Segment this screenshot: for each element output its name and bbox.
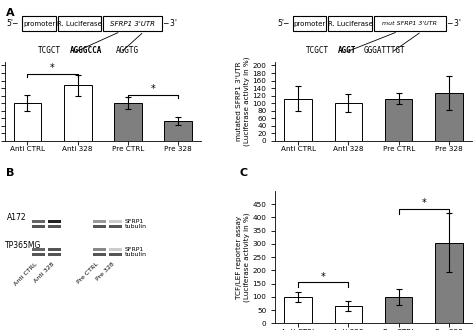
FancyBboxPatch shape (103, 16, 162, 31)
FancyBboxPatch shape (328, 16, 372, 31)
FancyBboxPatch shape (293, 16, 327, 31)
FancyBboxPatch shape (32, 225, 45, 228)
Bar (335, 306, 362, 323)
Bar (14, 103, 41, 141)
FancyBboxPatch shape (32, 220, 45, 223)
Text: R. Luciferase: R. Luciferase (57, 21, 102, 27)
Bar (435, 93, 463, 141)
Text: SFRP1: SFRP1 (125, 247, 144, 251)
FancyBboxPatch shape (48, 248, 61, 250)
FancyBboxPatch shape (109, 225, 122, 228)
FancyBboxPatch shape (32, 253, 45, 256)
Bar (284, 99, 312, 141)
Text: mut SFRP1 3'UTR: mut SFRP1 3'UTR (383, 21, 438, 26)
Text: A172: A172 (7, 213, 27, 222)
Text: GGGATTТGT: GGGATTТGT (364, 46, 405, 55)
Text: SFRP1 3'UTR: SFRP1 3'UTR (110, 21, 155, 27)
FancyBboxPatch shape (109, 220, 122, 223)
FancyBboxPatch shape (93, 225, 106, 228)
Text: ─ 3': ─ 3' (163, 19, 177, 28)
Bar (284, 297, 312, 323)
FancyBboxPatch shape (22, 16, 56, 31)
FancyBboxPatch shape (93, 220, 106, 223)
FancyBboxPatch shape (93, 248, 106, 250)
Text: promoter: promoter (294, 21, 326, 27)
Text: tubulin: tubulin (125, 224, 147, 229)
Text: tubulin: tubulin (125, 252, 147, 257)
Text: AGGT: AGGT (338, 46, 356, 55)
Text: Pre 328: Pre 328 (95, 261, 116, 281)
FancyBboxPatch shape (48, 225, 61, 228)
Text: AGGTG: AGGTG (116, 46, 139, 55)
Text: Anti 328: Anti 328 (33, 261, 55, 283)
Text: TP365MG: TP365MG (5, 241, 41, 250)
FancyBboxPatch shape (374, 16, 446, 31)
Text: AGGGCCA: AGGGCCA (70, 46, 103, 55)
FancyBboxPatch shape (109, 253, 122, 256)
Text: TCGCT: TCGCT (38, 46, 61, 55)
FancyBboxPatch shape (93, 253, 106, 256)
Text: C: C (239, 168, 247, 178)
Bar (64, 85, 91, 141)
Text: Pre CTRL: Pre CTRL (76, 261, 100, 284)
Text: B: B (6, 168, 14, 178)
FancyBboxPatch shape (32, 248, 45, 250)
Text: *: * (151, 84, 155, 94)
Bar (114, 103, 142, 141)
Text: *: * (321, 272, 326, 282)
Bar (385, 99, 412, 141)
Y-axis label: TCF/LEF reporter assay
(Luciferase activity in %): TCF/LEF reporter assay (Luciferase activ… (236, 213, 250, 302)
FancyBboxPatch shape (48, 220, 61, 223)
FancyBboxPatch shape (58, 16, 101, 31)
FancyBboxPatch shape (48, 253, 61, 256)
Y-axis label: mutated SFRP1 3'UTR
(Luciferase activity in %): mutated SFRP1 3'UTR (Luciferase activity… (236, 56, 250, 146)
Text: 5'─: 5'─ (7, 19, 18, 28)
Text: ─ 3': ─ 3' (447, 19, 461, 28)
Bar (385, 297, 412, 323)
Text: R. Luciferase: R. Luciferase (328, 21, 373, 27)
Text: TCGCT: TCGCT (305, 46, 328, 55)
Text: 5'─: 5'─ (277, 19, 289, 28)
Text: *: * (50, 63, 55, 73)
FancyBboxPatch shape (109, 248, 122, 250)
Bar (335, 103, 362, 141)
Text: *: * (421, 198, 426, 208)
Text: A: A (6, 8, 14, 18)
Text: Anti CTRL: Anti CTRL (13, 261, 38, 286)
Text: SFRP1: SFRP1 (125, 219, 144, 224)
Bar (435, 243, 463, 323)
Bar (164, 121, 192, 141)
Text: promoter: promoter (23, 21, 55, 27)
